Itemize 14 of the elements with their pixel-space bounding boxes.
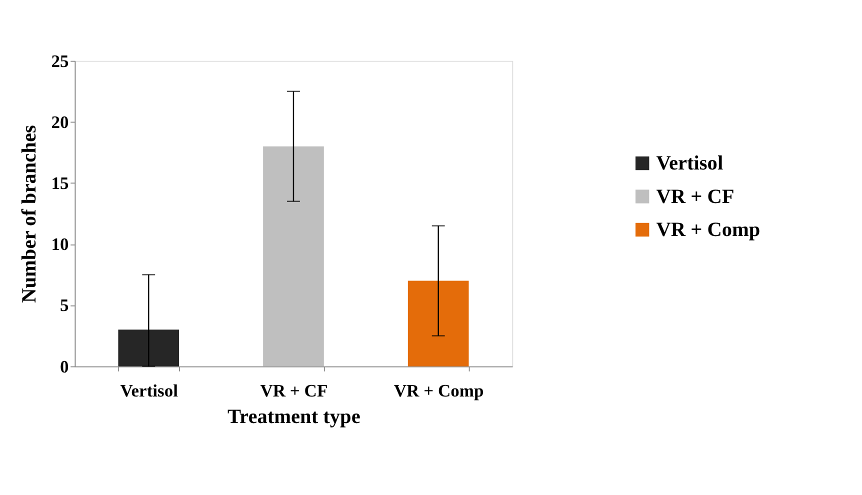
x-tick-label: VR + CF xyxy=(260,380,328,400)
y-axis-title: Number of branches xyxy=(18,125,41,303)
y-tick-label: 25 xyxy=(51,50,69,71)
y-tick-label: 10 xyxy=(51,234,69,254)
y-tick-label: 20 xyxy=(51,112,69,132)
legend-label: VR + Comp xyxy=(656,219,760,242)
y-tick-label: 5 xyxy=(60,295,69,316)
y-tick-label: 0 xyxy=(60,356,69,376)
x-tick-label: Vertisol xyxy=(120,380,178,400)
x-tick-label: VR + Comp xyxy=(394,380,484,400)
legend-label: Vertisol xyxy=(656,152,724,175)
legend-label: VR + CF xyxy=(656,186,734,208)
x-axis-title: Treatment type xyxy=(228,406,360,428)
y-tick-label: 15 xyxy=(51,173,69,194)
